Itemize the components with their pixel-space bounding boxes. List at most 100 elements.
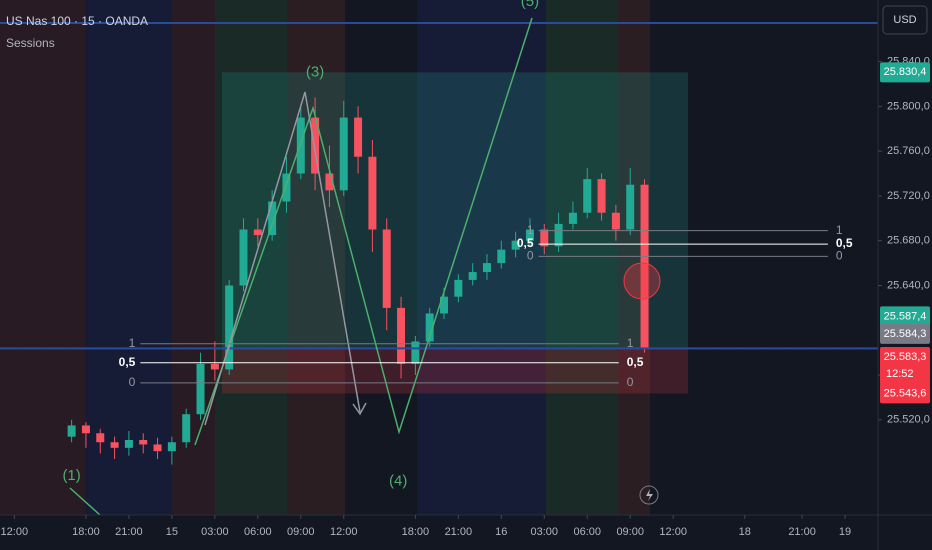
candle-body: [525, 229, 534, 241]
wave-line: [194, 17, 533, 446]
candle-body: [282, 173, 291, 202]
candle-body: [597, 179, 606, 213]
price-tag: [880, 62, 930, 83]
candle-body: [368, 156, 377, 230]
fib-label: 0,5: [627, 355, 644, 369]
currency[interactable]: USD: [893, 14, 916, 26]
candle-body: [397, 307, 406, 364]
x-tick-label: 06:00: [244, 526, 272, 538]
y-tick-label: 25.760,0: [887, 145, 930, 157]
candle-body: [325, 173, 334, 191]
x-tick-label: 12:00: [659, 526, 687, 538]
price-tag: [880, 346, 930, 385]
wave-label: (3): [306, 64, 324, 81]
price-tag-label: 25.583,3: [884, 351, 927, 363]
candle-body: [411, 341, 420, 364]
candle-body: [425, 313, 434, 342]
x-tick-label: 12:00: [330, 526, 358, 538]
x-tick-label: 03:00: [531, 526, 559, 538]
price-tag: [880, 383, 930, 404]
price-tag-label: 25.584,3: [884, 328, 927, 340]
indicator: Sessions: [6, 36, 55, 50]
y-tick-label: 25.680,0: [887, 235, 930, 247]
candle-body: [482, 263, 491, 273]
candle-body: [626, 184, 635, 230]
countdown: 12:52: [886, 368, 914, 380]
candle-body: [511, 240, 520, 250]
fib-label: 0: [836, 249, 843, 263]
candle-body: [268, 201, 277, 236]
candle-body: [497, 249, 506, 264]
candle-body: [124, 439, 133, 448]
x-tick-label: 18:00: [72, 526, 100, 538]
candle-body: [640, 184, 649, 349]
candle-body: [167, 442, 176, 452]
lightning: [646, 489, 653, 501]
candle-body: [468, 272, 477, 280]
price-tag-label: 25.543,6: [884, 387, 927, 399]
candle-body: [311, 117, 320, 174]
x-tick-label: 21:00: [445, 526, 473, 538]
fib-label: 0,5: [836, 236, 853, 250]
candle-body: [382, 229, 391, 308]
candle-body: [153, 444, 162, 452]
wave-label: (5): [521, 0, 539, 10]
x-tick-label: 18: [739, 526, 751, 538]
symbol: US Nas 100 · 15 · OANDA: [6, 14, 148, 28]
fib-label: 0: [129, 375, 136, 389]
wave-label: (4): [389, 472, 407, 489]
candle-body: [210, 363, 219, 370]
wave-line: [69, 487, 101, 516]
price-tag-label: 25.587,4: [884, 310, 927, 322]
x-tick-label: 19: [839, 526, 851, 538]
projection-line: [204, 91, 361, 426]
arrow-head: [352, 402, 367, 416]
candle-body: [196, 363, 205, 415]
profit-zone: [222, 72, 688, 348]
x-tick-label: 12:00: [1, 526, 29, 538]
candle-body: [110, 442, 119, 448]
candle-body: [182, 414, 191, 443]
candle-body: [253, 229, 262, 236]
candle-body: [296, 117, 305, 174]
candle-body: [568, 212, 577, 224]
fib-label: 1: [527, 223, 534, 237]
candle-body: [554, 223, 563, 247]
candle-body: [583, 179, 592, 213]
candle-body: [354, 117, 363, 157]
highlight-circle: [623, 262, 661, 300]
fib-label: 1: [627, 336, 634, 350]
price-tag: [880, 306, 930, 327]
x-tick-label: 18:00: [402, 526, 430, 538]
x-tick-label: 09:00: [287, 526, 315, 538]
candle-body: [339, 117, 348, 191]
candle-body: [67, 425, 76, 437]
time-axis: [0, 515, 878, 550]
x-tick-label: 15: [166, 526, 178, 538]
candle-body: [81, 425, 90, 434]
candle-body: [540, 229, 549, 247]
plot: [0, 72, 878, 465]
fib-label: 0,5: [517, 236, 534, 250]
y-tick-label: 25.800,0: [887, 100, 930, 112]
candle-body: [225, 285, 234, 370]
y-tick-label: 25.640,0: [887, 279, 930, 291]
candle-body: [454, 279, 463, 297]
x-tick-label: 16: [495, 526, 507, 538]
event-icon: [639, 485, 659, 505]
fib-label: 1: [129, 336, 136, 350]
price-tag: [880, 323, 930, 344]
candle-body: [139, 439, 148, 445]
candle-body: [239, 229, 248, 286]
candle-body: [96, 433, 105, 443]
fib-label: 1: [836, 223, 843, 237]
x-tick-label: 21:00: [788, 526, 816, 538]
y-tick-label: 25.520,0: [887, 414, 930, 426]
x-tick-label: 03:00: [201, 526, 229, 538]
x-tick-label: 21:00: [115, 526, 143, 538]
y-tick-label: 25.720,0: [887, 190, 930, 202]
loss-zone: [222, 347, 688, 394]
currency-button[interactable]: [882, 5, 928, 35]
